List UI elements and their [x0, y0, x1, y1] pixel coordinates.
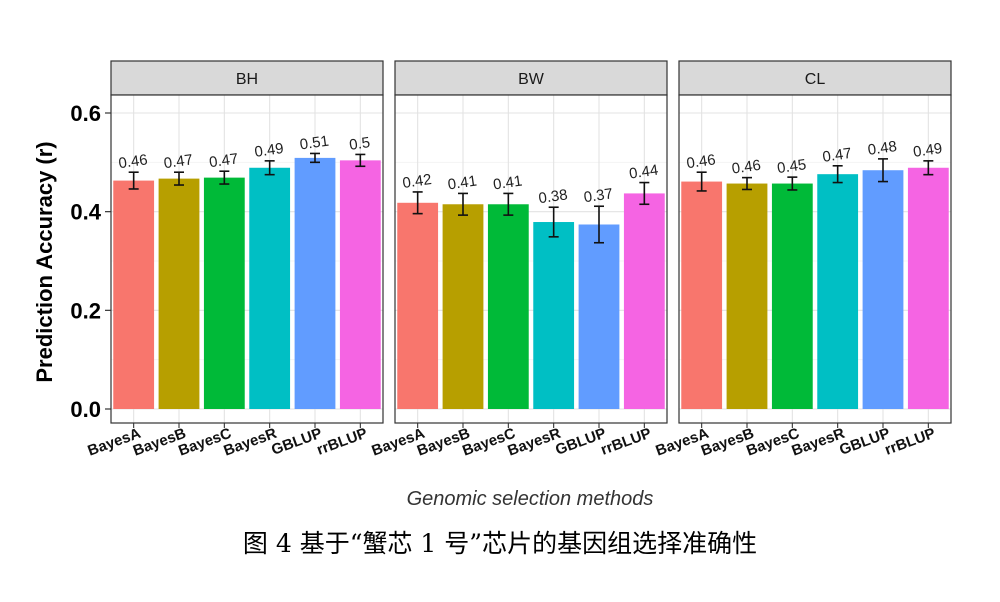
bar-rrblup [339, 160, 381, 409]
error-bar [878, 158, 888, 183]
bar-bayesa [113, 180, 155, 409]
error-bar [264, 160, 275, 176]
y-tick-label: 0.6 [70, 101, 101, 126]
error-bar [787, 176, 798, 191]
y-tick-label: 0.2 [70, 298, 101, 323]
bar-rrblup [907, 167, 949, 409]
data-label: 0.44 [628, 162, 659, 183]
panels: BH0.46BayesA0.47BayesB0.47BayesC0.49Baye… [85, 60, 952, 460]
figure-caption: 图 4 基于“蟹芯 1 号”芯片的基因组选择准确性 [242, 529, 758, 558]
bar-bayesa [681, 181, 723, 409]
data-label: 0.47 [163, 151, 194, 172]
error-bar [219, 170, 230, 185]
data-label: 0.48 [867, 138, 898, 159]
panel-cl: CL0.46BayesA0.46BayesB0.45BayesC0.47Baye… [653, 60, 952, 460]
bar-bayesa [397, 202, 439, 409]
error-bar [742, 176, 752, 191]
panel-background [679, 95, 951, 423]
error-bar [696, 171, 707, 192]
error-bar [923, 160, 934, 176]
y-axis-label: Prediction Accuracy (r) [32, 141, 57, 382]
x-axis-label: Genomic selection methods [407, 488, 654, 510]
data-label: 0.47 [208, 150, 239, 171]
error-bar [503, 192, 514, 216]
y-axis-ticks: 0.0 0.2 0.4 0.6 [70, 101, 111, 422]
data-label: 0.51 [299, 133, 330, 154]
error-bar [594, 205, 604, 244]
data-label: 0.45 [776, 156, 807, 177]
data-label: 0.46 [731, 157, 762, 178]
panel-border [110, 94, 384, 424]
facet-strip [110, 60, 384, 96]
facet-label: BH [236, 71, 258, 88]
bar-bayesr [249, 167, 291, 409]
data-label: 0.49 [912, 140, 943, 161]
error-bar [355, 153, 366, 168]
panel-bh: BH0.46BayesA0.47BayesB0.47BayesC0.49Baye… [85, 60, 384, 460]
bar-gblup [294, 157, 336, 409]
data-label: 0.47 [821, 145, 852, 166]
data-label: 0.49 [253, 140, 284, 161]
y-tick-label: 0.4 [70, 200, 101, 225]
data-label: 0.42 [401, 171, 432, 192]
bar-bayesc [771, 183, 813, 409]
bar-bayesb [726, 183, 768, 409]
facet-label: BW [518, 71, 545, 88]
panel-background [395, 95, 667, 423]
error-bar [128, 171, 139, 190]
bar-bayesr [817, 174, 859, 409]
data-label: 0.5 [348, 134, 371, 154]
error-bar [639, 181, 650, 206]
facet-label: CL [805, 71, 826, 88]
bar-bayesc [203, 177, 245, 409]
bar-bayesb [158, 178, 200, 409]
bar-bayesc [487, 204, 529, 409]
y-tick-label: 0.0 [70, 397, 101, 422]
data-label: 0.37 [583, 185, 614, 206]
x-tick-label: rrBLUP [883, 425, 938, 459]
bar-gblup [862, 170, 904, 409]
data-label: 0.46 [117, 151, 148, 172]
error-bar [458, 192, 468, 216]
facet-strip [394, 60, 668, 96]
panel-bw: BW0.42BayesA0.41BayesB0.41BayesC0.38Baye… [369, 60, 668, 460]
error-bar [174, 171, 184, 186]
x-tick-label: rrBLUP [599, 425, 654, 459]
data-label: 0.41 [492, 173, 523, 194]
panel-background [111, 95, 383, 423]
x-tick-label: rrBLUP [315, 425, 370, 459]
panel-border [394, 94, 668, 424]
error-bar [548, 206, 559, 238]
data-label: 0.46 [685, 151, 716, 172]
data-label: 0.38 [537, 186, 568, 207]
bar-gblup [578, 224, 620, 409]
bar-rrblup [623, 193, 665, 409]
bar-bayesr [533, 222, 575, 409]
data-label: 0.41 [447, 173, 478, 194]
error-bar [412, 191, 423, 215]
error-bar [832, 164, 843, 184]
panel-border [678, 94, 952, 424]
bar-bayesb [442, 204, 484, 409]
error-bar [310, 152, 320, 164]
